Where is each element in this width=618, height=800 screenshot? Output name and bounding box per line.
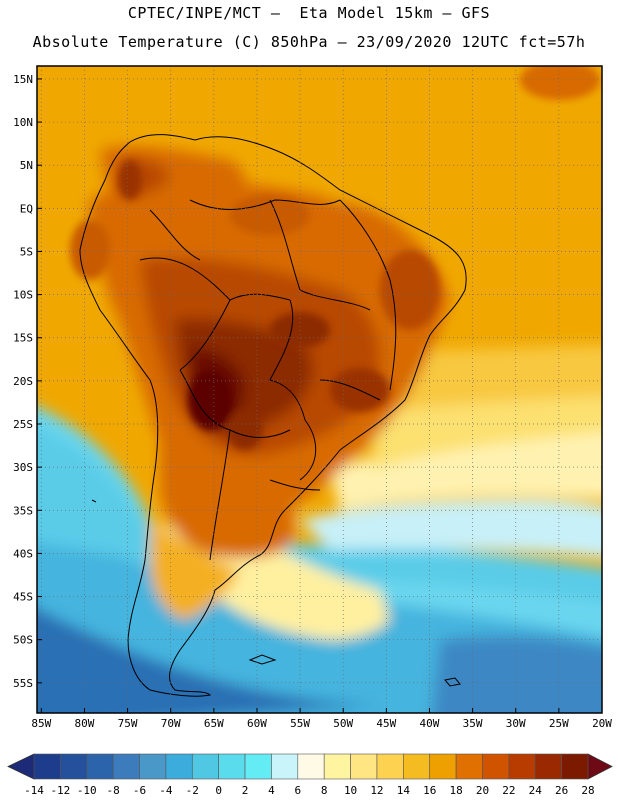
lat-label: 20S [13,375,33,388]
lat-label: 10S [13,289,33,302]
legend-swatch [191,753,219,780]
legend-over-arrow [587,753,613,780]
legend-label: 24 [529,784,543,797]
legend-label: 6 [294,784,301,797]
legend-label: 12 [370,784,383,797]
color-legend: -14 -12 -10 -8 -6 -4 -2 0 2 4 6 8 10 12 14 16 18 20 22 24 26… [7,753,613,797]
lat-label: 40S [13,547,33,560]
legend-swatch [482,753,510,780]
legend-swatch [455,753,483,780]
lat-label: 25S [13,418,33,431]
lat-label: 45S [13,591,33,604]
legend-label: -8 [107,784,120,797]
legend-label: 16 [423,784,436,797]
legend-swatch [33,753,61,780]
legend-label: -6 [133,784,146,797]
legend-swatch [297,753,325,780]
lat-label: 55S [13,677,33,690]
legend-label: 2 [242,784,249,797]
lon-label: 45W [376,717,396,730]
legend-label: 20 [476,784,489,797]
legend-swatch [350,753,378,780]
legend-swatch [218,753,246,780]
lat-label: 5N [20,159,33,172]
legend-swatch [429,753,457,780]
legend-label: -10 [77,784,97,797]
legend-swatch [403,753,431,780]
lon-label: 55W [290,717,310,730]
legend-label: -4 [159,784,173,797]
lat-label: 35S [13,504,33,517]
legend-under-arrow [7,753,35,780]
legend-swatch [139,753,167,780]
lat-label: 15S [13,332,33,345]
lat-label: 50S [13,634,33,647]
longitude-axis: 85W 80W 75W 70W 65W 60W 55W 50W 45W 40W 35W 30W 25W 2… [31,708,612,730]
legend-label: 28 [581,784,594,797]
lon-label: 40W [420,717,440,730]
legend-label: 18 [449,784,462,797]
legend-swatch [508,753,536,780]
legend-swatch [60,753,88,780]
lat-label: 5S [20,245,33,258]
legend-label: 10 [344,784,357,797]
legend-swatch [165,753,193,780]
legend-swatch [271,753,299,780]
lat-label: 15N [13,73,33,86]
legend-swatch [86,753,114,780]
map-title-line-2: Absolute Temperature (C) 850hPa – 23/09/… [32,33,586,51]
map-plot-area [37,66,602,713]
lat-label: EQ [20,202,33,215]
lat-label: 30S [13,461,33,474]
legend-label: 22 [502,784,515,797]
legend-swatch [244,753,272,780]
lon-label: 80W [75,717,95,730]
legend-label: -14 [24,784,44,797]
lon-label: 25W [549,717,569,730]
legend-swatch [112,753,140,780]
legend-label: -2 [186,784,199,797]
lon-label: 35W [463,717,483,730]
map-frame [36,65,603,714]
legend-swatch [561,753,589,780]
map-title-line-1: CPTEC/INPE/MCT – Eta Model 15km – GFS [127,4,491,22]
legend-label: 0 [215,784,222,797]
lon-label: 70W [161,717,181,730]
legend-label: 8 [321,784,328,797]
legend-label: -12 [50,784,70,797]
legend-label: 26 [555,784,568,797]
lon-label: 20W [592,717,612,730]
legend-swatch [323,753,351,780]
lon-label: 75W [118,717,138,730]
legend-label: 14 [397,784,411,797]
lon-label: 85W [31,717,51,730]
latitude-axis: 15N 10N 5N EQ 5S 10S 15S 20S 25S 30S 35S 40S 45S 50S 5… [13,73,42,690]
lon-label: 60W [247,717,267,730]
lon-label: 65W [204,717,224,730]
legend-swatch [376,753,404,780]
lat-label: 10N [13,116,33,129]
lon-label: 50W [333,717,353,730]
lon-label: 30W [506,717,526,730]
islands [91,499,461,687]
coastline [79,134,467,697]
legend-swatch [534,753,562,780]
legend-label: 4 [268,784,275,797]
